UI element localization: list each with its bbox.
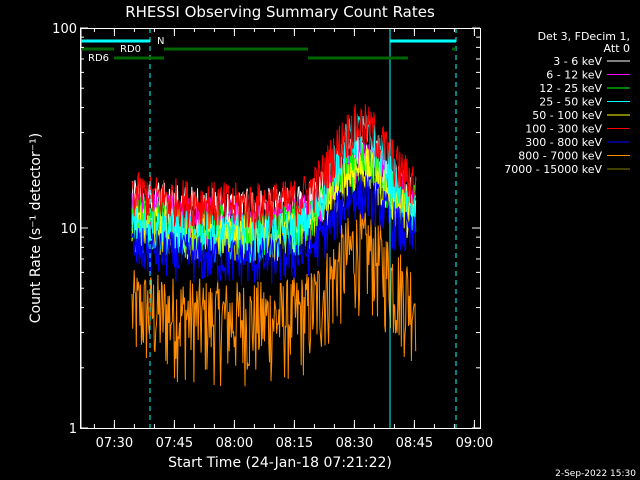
legend-label-4: 50 - 100 keV [532,109,602,122]
legend-header-att: Att 0 [604,42,630,55]
series-line-5 [131,104,417,231]
y-tick-label-0: 1 [69,422,77,437]
legend-label-5: 100 - 300 keV [525,123,602,136]
x-tick-label-5: 08:45 [396,436,433,451]
x-tick-label-1: 07:45 [156,436,193,451]
plot-area: RD0 RD6 N [80,28,457,428]
annotation-n: N [157,36,164,47]
legend-label-2: 12 - 25 keV [539,82,602,95]
chart-title: RHESSI Observing Summary Count Rates [125,3,435,21]
legend-label-1: 6 - 12 keV [546,69,602,82]
y-tick-label-2: 100 [52,22,77,37]
legend-label-7: 800 - 7000 keV [518,150,602,163]
legend-label-0: 3 - 6 keV [553,55,602,68]
series-line-7 [131,210,417,387]
x-tick-label-2: 08:00 [216,436,253,451]
y-axis-label: Count Rate (s⁻¹ detector⁻¹) [28,133,44,323]
y-tick-label-1: 10 [60,222,77,237]
legend-label-3: 25 - 50 keV [539,96,602,109]
x-axis: 07:30 07:45 08:00 08:15 08:30 08:45 09:00 [93,28,493,451]
x-tick-label-4: 08:30 [336,436,373,451]
x-tick-label-6: 09:00 [456,436,493,451]
annotation-rd0: RD0 [120,44,141,55]
x-axis-label: Start Time (24-Jan-18 07:21:22) [168,455,392,471]
annotation-rd6: RD6 [88,53,109,64]
legend-header: Det 3, FDecim 1, [538,30,630,43]
x-tick-label-3: 08:15 [276,436,313,451]
legend-label-6: 300 - 800 keV [525,136,602,149]
series-line-6 [131,172,417,285]
legend-label-8: 7000 - 15000 keV [504,163,602,176]
x-tick-label-0: 07:30 [96,436,133,451]
footer-date: 2-Sep-2022 15:30 [555,469,636,479]
y-axis: 1 10 100 [52,22,480,437]
